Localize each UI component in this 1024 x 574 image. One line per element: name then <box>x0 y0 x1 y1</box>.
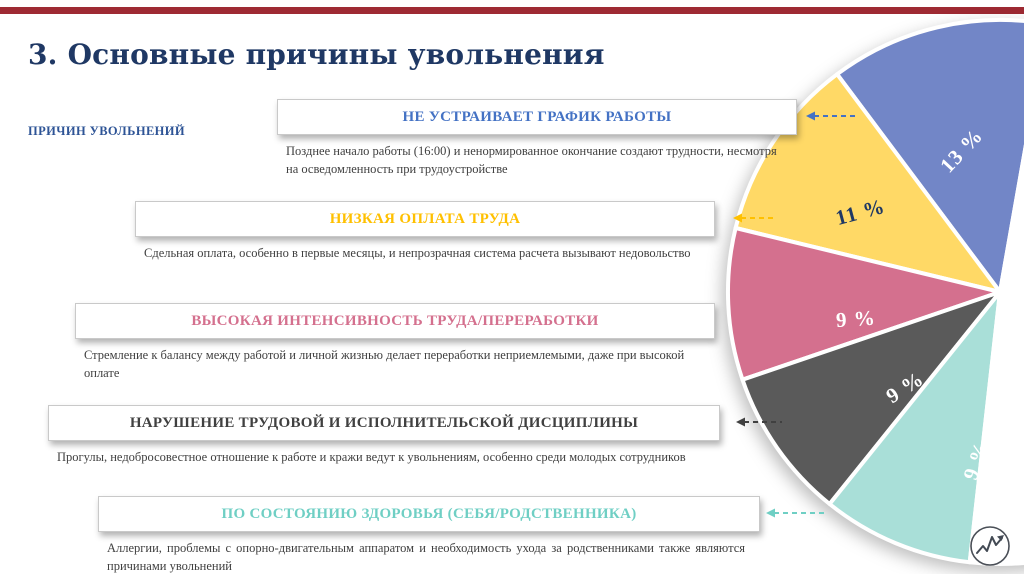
reason-heading: ПО СОСТОЯНИЮ ЗДОРОВЬЯ (СЕБЯ/РОДСТВЕННИКА… <box>221 505 637 522</box>
reason-block-intensity: ВЫСОКАЯ ИНТЕНСИВНОСТЬ ТРУДА/ПЕРЕРАБОТКИ … <box>75 303 715 382</box>
pie-label-2: 9 % <box>835 305 876 332</box>
connector-arrows-group <box>733 111 858 518</box>
reason-block-schedule: НЕ УСТРАИВАЕТ ГРАФИК РАБОТЫ Позднее нача… <box>277 99 797 178</box>
connector-arrowhead-1 <box>733 213 742 223</box>
reason-description: Позднее начало работы (16:00) и ненормир… <box>286 144 777 177</box>
pie-slices-group <box>725 18 1024 567</box>
reason-heading-box: ПО СОСТОЯНИЮ ЗДОРОВЬЯ (СЕБЯ/РОДСТВЕННИКА… <box>98 496 760 532</box>
reason-description: Сдельная оплата, особенно в первые месяц… <box>144 246 691 260</box>
pie-slice-3 <box>740 290 1002 506</box>
reason-heading-box: ВЫСОКАЯ ИНТЕНСИВНОСТЬ ТРУДА/ПЕРЕРАБОТКИ <box>75 303 715 339</box>
reason-block-health: ПО СОСТОЯНИЮ ЗДОРОВЬЯ (СЕБЯ/РОДСТВЕННИКА… <box>98 496 760 574</box>
logo-circle <box>970 526 1010 566</box>
connector-arrowhead-3 <box>736 417 745 427</box>
pulse-chart-icon <box>976 536 1003 554</box>
reason-block-discipline: НАРУШЕНИЕ ТРУДОВОЙ И ИСПОЛНИТЕЛЬСКОЙ ДИС… <box>48 405 720 466</box>
reason-block-pay: НИЗКАЯ ОПЛАТА ТРУДА Сдельная оплата, осо… <box>135 201 715 262</box>
pie-slice-5 <box>967 144 1024 567</box>
accent-bar <box>0 7 1024 14</box>
reason-heading: ВЫСОКАЯ ИНТЕНСИВНОСТЬ ТРУДА/ПЕРЕРАБОТКИ <box>191 312 599 329</box>
connector-arrowhead-0 <box>806 111 815 121</box>
pie-slice-4 <box>827 290 1002 565</box>
arrow-tip-icon <box>997 535 1004 541</box>
page-title: 3. Основные причины увольнения <box>28 38 605 71</box>
reason-heading-box: НЕ УСТРАИВАЕТ ГРАФИК РАБОТЫ <box>277 99 797 135</box>
pie-slice-0 <box>835 18 1024 294</box>
reason-heading: НЕ УСТРАИВАЕТ ГРАФИК РАБОТЫ <box>402 108 672 125</box>
reason-heading: НИЗКАЯ ОПЛАТА ТРУДА <box>329 210 521 227</box>
reason-description: Стремление к балансу между работой и лич… <box>84 348 685 381</box>
reason-description: Прогулы, недобросовестное отношение к ра… <box>57 450 686 464</box>
connector-arrowhead-4 <box>766 508 775 518</box>
reason-heading: НАРУШЕНИЕ ТРУДОВОЙ И ИСПОЛНИТЕЛЬСКОЙ ДИС… <box>129 414 639 431</box>
reason-heading-box: НИЗКАЯ ОПЛАТА ТРУДА <box>135 201 715 237</box>
reason-heading-box: НАРУШЕНИЕ ТРУДОВОЙ И ИСПОЛНИТЕЛЬСКОЙ ДИС… <box>48 405 720 441</box>
reason-description: Аллергии, проблемы с опорно-двигательным… <box>107 541 745 574</box>
pie-slice-2 <box>725 226 1002 382</box>
ppt-online-logo <box>970 526 1010 566</box>
side-label: ПРИЧИН УВОЛЬНЕНИЙ <box>28 124 186 138</box>
connector-arrowhead-2 <box>733 315 742 325</box>
